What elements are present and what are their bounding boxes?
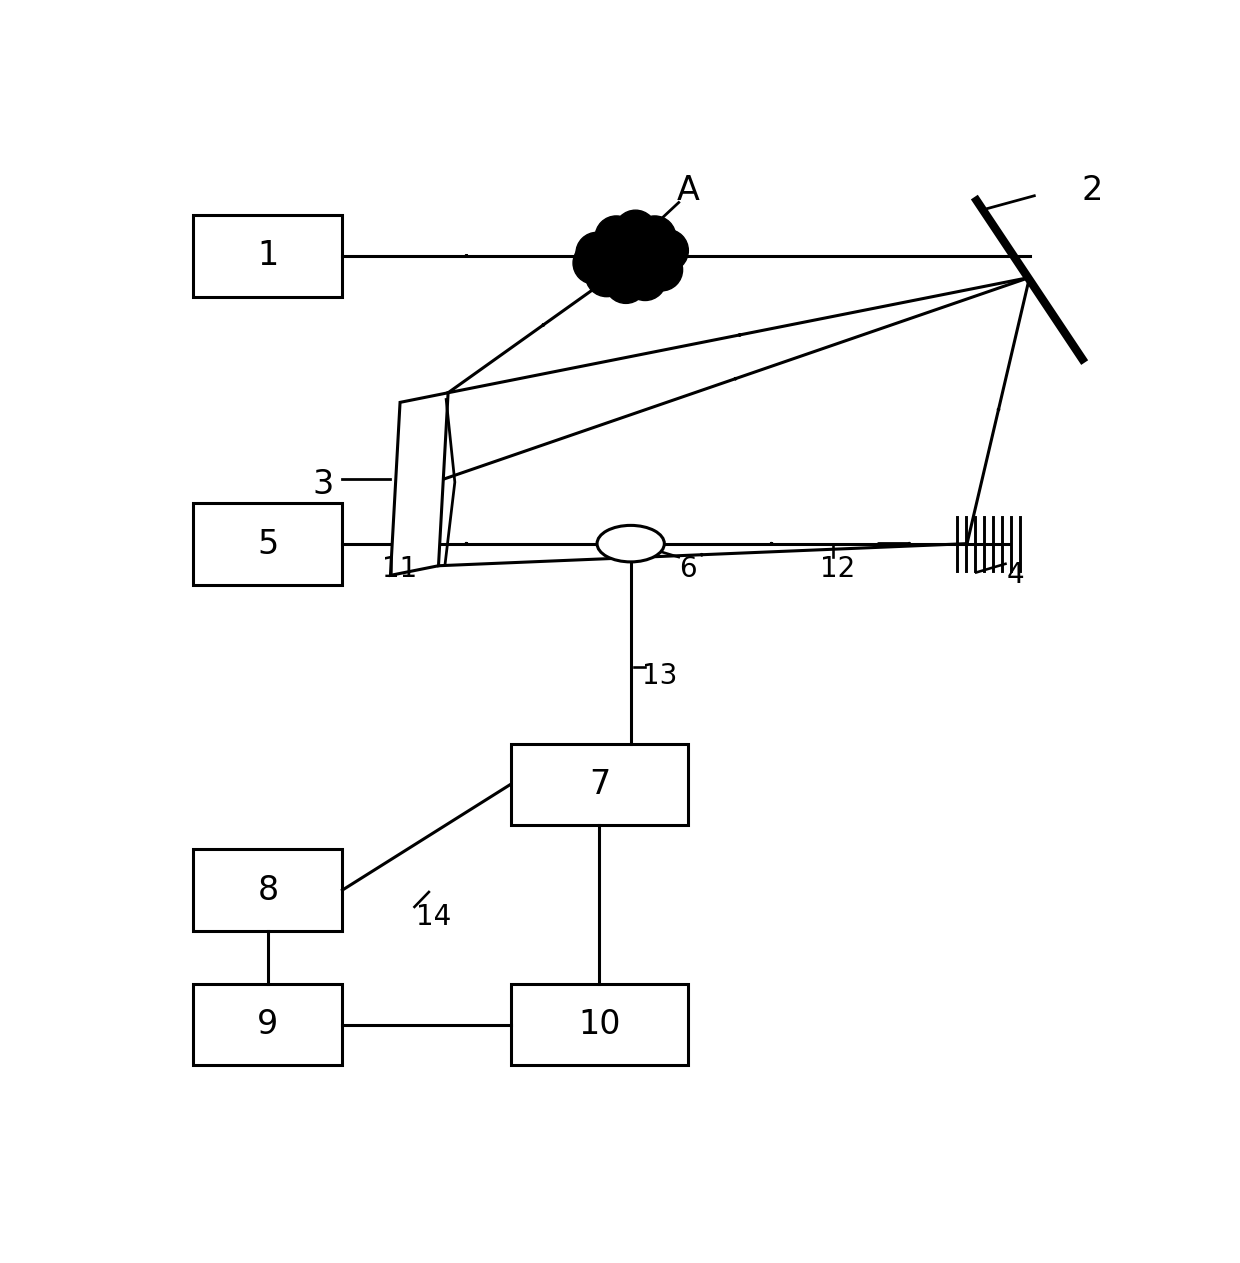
Text: 6: 6 [680, 554, 697, 582]
Text: 8: 8 [258, 874, 279, 907]
Circle shape [646, 230, 688, 272]
FancyBboxPatch shape [193, 215, 342, 297]
Circle shape [624, 258, 666, 301]
Text: 5: 5 [257, 528, 279, 561]
Text: 10: 10 [578, 1008, 621, 1041]
FancyBboxPatch shape [511, 744, 688, 825]
Text: 13: 13 [642, 662, 677, 691]
Text: 3: 3 [312, 467, 334, 500]
Circle shape [585, 254, 627, 297]
Circle shape [610, 227, 652, 270]
FancyBboxPatch shape [511, 984, 688, 1066]
FancyBboxPatch shape [193, 849, 342, 931]
Text: A: A [677, 174, 699, 207]
Text: 2: 2 [1081, 174, 1102, 207]
Circle shape [605, 261, 647, 303]
Ellipse shape [596, 525, 665, 562]
Circle shape [634, 216, 676, 258]
Circle shape [640, 249, 682, 290]
Circle shape [575, 232, 619, 274]
FancyBboxPatch shape [193, 984, 342, 1066]
Circle shape [573, 242, 615, 284]
Text: 4: 4 [1007, 561, 1024, 590]
Text: 1: 1 [257, 239, 279, 273]
Text: 7: 7 [589, 768, 610, 801]
FancyBboxPatch shape [193, 503, 342, 585]
Circle shape [614, 210, 657, 253]
Text: 11: 11 [382, 554, 418, 582]
Circle shape [595, 216, 637, 258]
Text: 14: 14 [417, 903, 451, 931]
Text: 9: 9 [257, 1008, 279, 1041]
Text: 12: 12 [820, 554, 854, 582]
Polygon shape [391, 393, 448, 576]
